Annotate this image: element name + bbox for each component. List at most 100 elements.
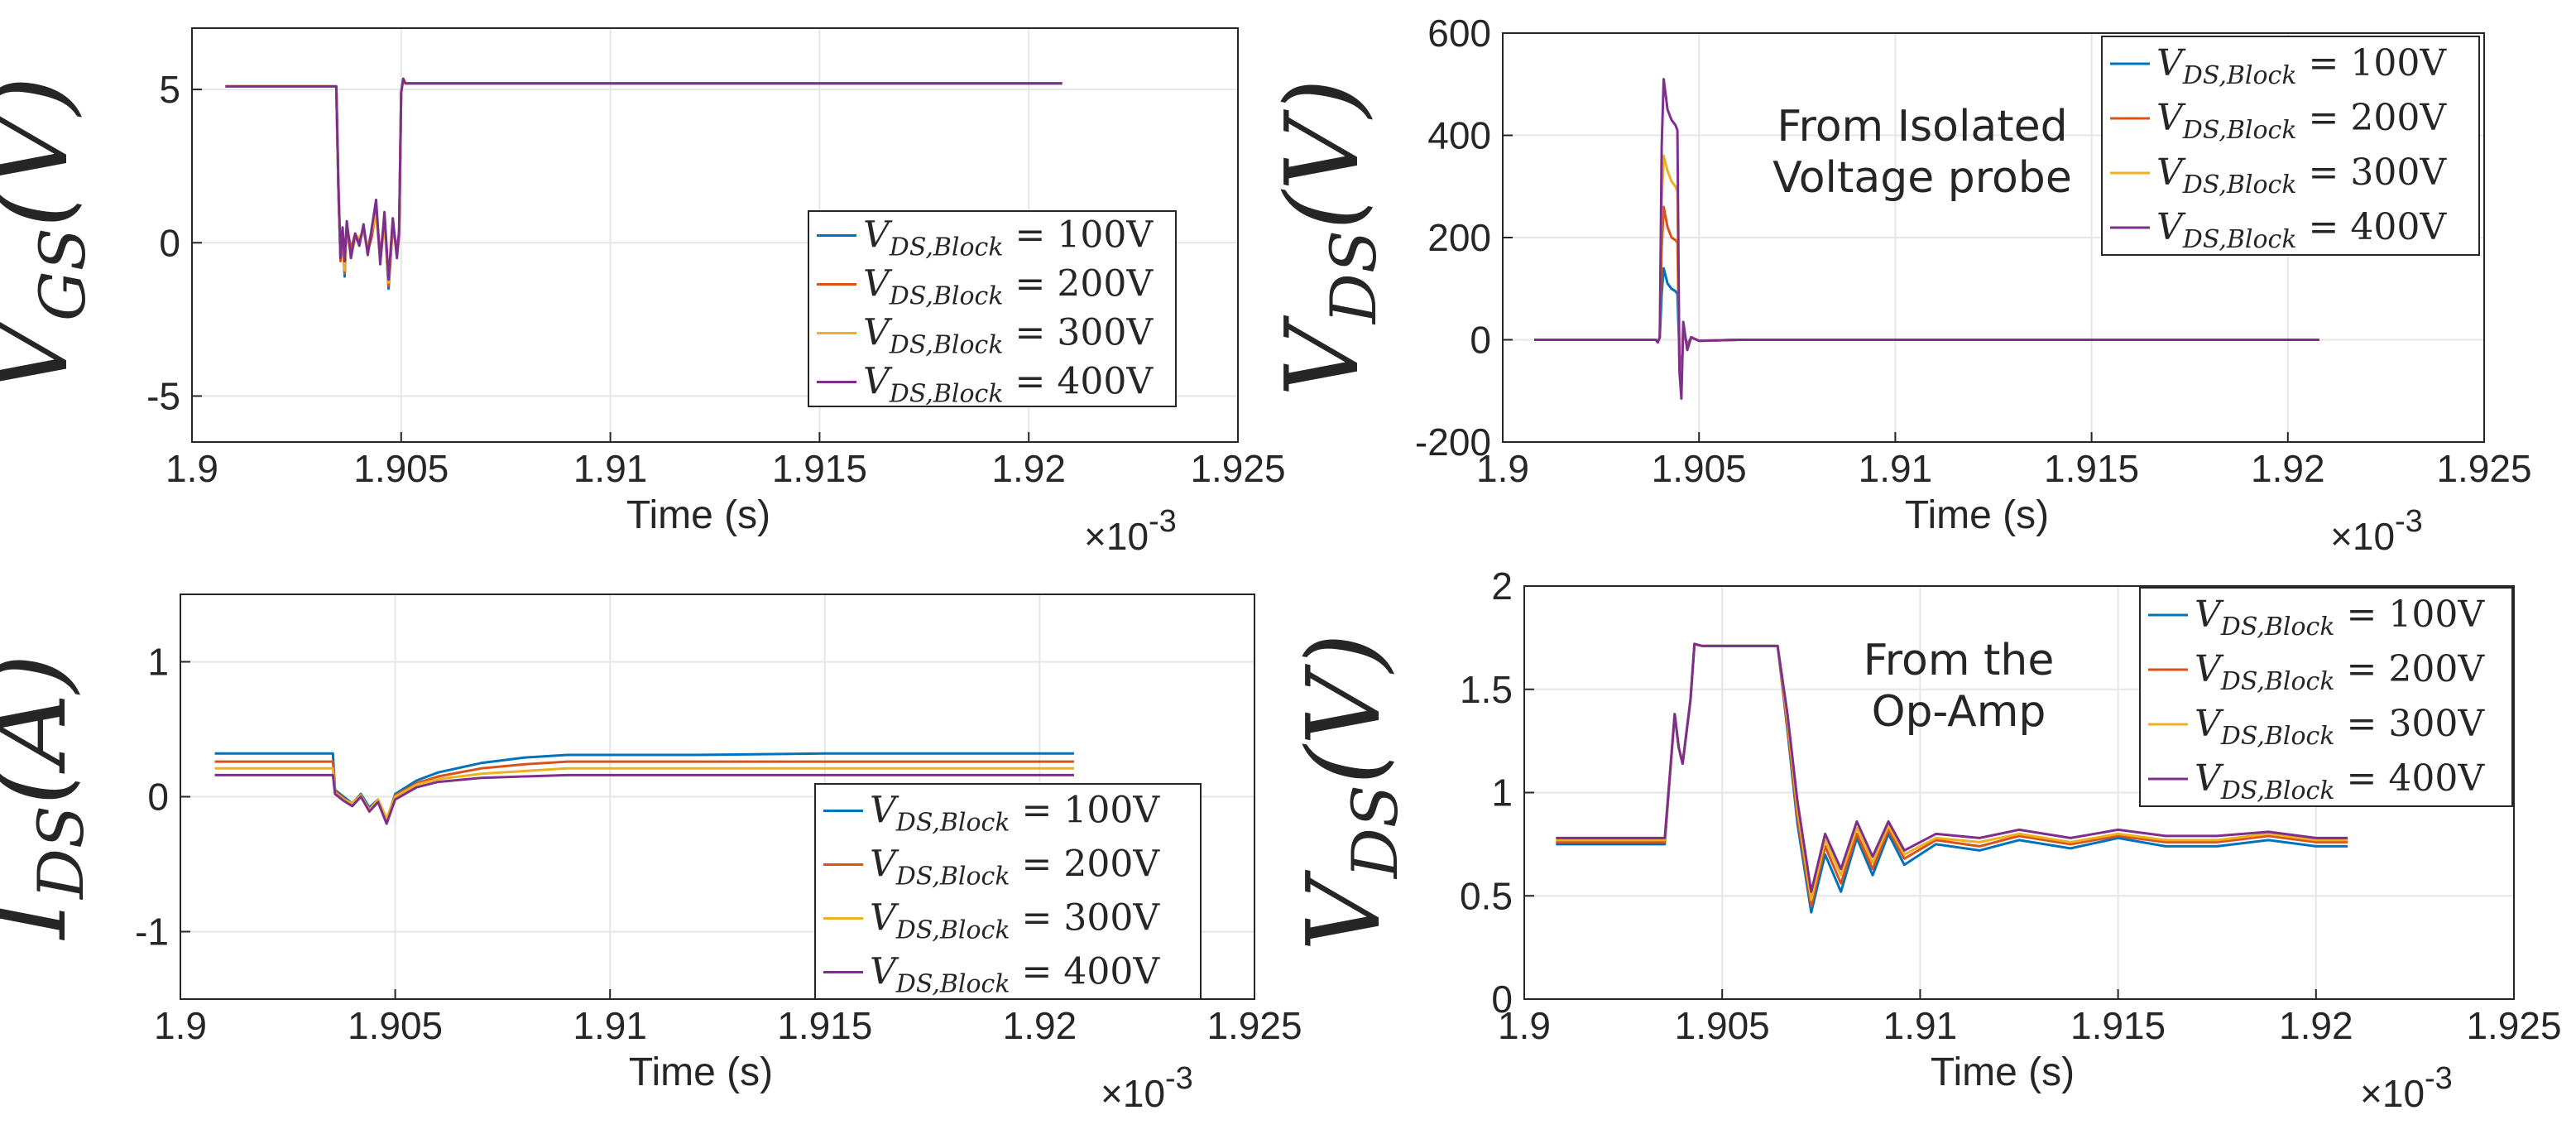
y-tick-label: 1 — [1491, 771, 1513, 815]
legend-value: = 300V — [1004, 312, 1154, 354]
legend-symbol: V — [863, 312, 893, 354]
annotation-line: From the — [1864, 636, 2055, 685]
legend-value: = 300V — [1010, 897, 1161, 940]
y-tick-label: 1.5 — [1460, 668, 1513, 711]
legend-box — [2139, 587, 2513, 807]
y-tick-label: 5 — [159, 68, 180, 111]
x-tick-label: 1.905 — [1675, 1004, 1770, 1047]
x-tick-label: 1.905 — [1652, 447, 1747, 490]
legend-value: = 200V — [2297, 97, 2448, 139]
x-tick-label: 1.92 — [1003, 1004, 1077, 1047]
legend-subscript: DS,Block — [895, 970, 1010, 999]
x-axis-label: Time (s) — [1931, 1050, 2075, 1094]
legend-label-100v: VDS,Block = 100V — [2156, 42, 2447, 90]
legend-symbol: V — [870, 843, 899, 886]
legend-label-200v: VDS,Block = 200V — [2195, 648, 2485, 696]
x-tick-label: 1.915 — [772, 447, 867, 490]
y-label-subscript: GS — [26, 228, 99, 321]
legend-value: = 200V — [2335, 648, 2486, 690]
x-tick-label: 1.915 — [777, 1004, 872, 1047]
legend-symbol: V — [2195, 594, 2224, 636]
legend-symbol: V — [863, 214, 893, 257]
y-tick-label: -1 — [135, 911, 169, 954]
legend-label-300v: VDS,Block = 300V — [2156, 151, 2447, 199]
annotation-line: Op-Amp — [1872, 687, 2046, 737]
legend-symbol: V — [2156, 151, 2186, 194]
legend-symbol: V — [863, 263, 893, 305]
legend-subscript: DS,Block — [889, 233, 1004, 262]
legend-value: = 400V — [2297, 206, 2448, 248]
x-tick-label: 1.92 — [2279, 1004, 2353, 1047]
axes-box — [191, 27, 1239, 443]
legend-value: = 400V — [1010, 951, 1161, 993]
x-tick-label: 1.925 — [1206, 1004, 1302, 1047]
legend-label-300v: VDS,Block = 300V — [870, 897, 1160, 945]
x-exponent-base: ×10 — [2360, 1072, 2425, 1115]
y-axis-label: IDS(A) — [0, 654, 98, 941]
y-label-subscript: DS — [1317, 230, 1390, 325]
legend-value: = 300V — [2335, 703, 2486, 745]
x-tick-label: 1.9 — [1498, 1004, 1551, 1047]
y-axis-label: VGS(V) — [0, 76, 99, 394]
x-tick-label: 1.915 — [2044, 447, 2139, 490]
legend-label-200v: VDS,Block = 200V — [863, 263, 1154, 311]
legend-label-400v: VDS,Block = 400V — [870, 951, 1160, 999]
x-exponent-label: ×10-3 — [1084, 504, 1177, 558]
y-tick-label: 200 — [1427, 216, 1491, 259]
chart-panel-vds-probe: 1.9 1.905 1.91 1.915 1.92 1.925 -200 0 200 400 600… — [1264, 12, 2532, 558]
legend-subscript: DS,Block — [895, 916, 1010, 945]
y-label-unit: (A) — [0, 654, 89, 805]
x-tick-label: 1.915 — [2070, 1004, 2166, 1047]
x-tick-label: 1.925 — [2436, 447, 2531, 490]
legend-label-400v: VDS,Block = 400V — [2156, 206, 2447, 254]
x-tick-label: 1.9 — [154, 1004, 207, 1047]
legend-subscript: DS,Block — [889, 331, 1004, 360]
legend-value: = 400V — [2335, 757, 2486, 800]
legend-symbol: V — [2156, 97, 2186, 139]
legend-symbol: V — [870, 951, 899, 993]
legend-value: = 300V — [2297, 151, 2448, 194]
legend-symbol: V — [2156, 42, 2186, 84]
series-group — [214, 752, 1074, 825]
legend-symbol: V — [2195, 703, 2224, 745]
y-tick-label: 0 — [159, 221, 180, 264]
series-group — [1556, 642, 2348, 914]
legend-box — [808, 210, 1177, 407]
x-exponent-power: -3 — [2395, 504, 2423, 539]
y-label-unit: (V) — [1285, 633, 1403, 785]
legend-value: = 400V — [1004, 361, 1154, 403]
y-tick-label: 1 — [147, 641, 169, 684]
legend-subscript: DS,Block — [889, 380, 1004, 409]
x-tick-label: 1.9 — [165, 447, 218, 490]
legend-subscript: DS,Block — [2220, 722, 2335, 751]
y-axis-label: VDS(V) — [1285, 633, 1412, 951]
y-tick-label: 0 — [1491, 978, 1513, 1021]
legend-label-100v: VDS,Block = 100V — [2195, 594, 2485, 642]
legend-subscript: DS,Block — [895, 863, 1010, 891]
legend-symbol: V — [2195, 757, 2224, 800]
legend-subscript: DS,Block — [2182, 225, 2297, 254]
y-tick-label: 0 — [147, 776, 169, 819]
x-exponent-label: ×10-3 — [2360, 1061, 2453, 1115]
legend-symbol: V — [870, 897, 899, 940]
y-tick-label: 400 — [1427, 114, 1491, 157]
legend-label-100v: VDS,Block = 100V — [863, 214, 1154, 262]
legend-box — [2101, 36, 2480, 256]
x-tick-label: 1.91 — [1859, 447, 1933, 490]
x-tick-label: 1.905 — [348, 1004, 443, 1047]
series-line-400v — [1556, 642, 2348, 893]
chart-panel-vgs: 1.9 1.905 1.91 1.915 1.92 1.925 -5 0 5 Time (s) ×1… — [0, 27, 1286, 558]
chart-panel-ids: 1.9 1.905 1.91 1.915 1.92 1.925 -1 0 1 Time (s) ×1… — [0, 594, 1302, 1115]
y-label-subscript: DS — [24, 805, 98, 901]
x-tick-label: 1.91 — [573, 447, 648, 490]
legend-value: = 100V — [2335, 594, 2486, 636]
y-label-unit: (V) — [1264, 79, 1381, 230]
y-label-symbol: I — [0, 896, 89, 940]
y-label-symbol: V — [1285, 869, 1403, 951]
legend-value: = 200V — [1010, 843, 1161, 886]
legend-subscript: DS,Block — [2182, 116, 2297, 145]
